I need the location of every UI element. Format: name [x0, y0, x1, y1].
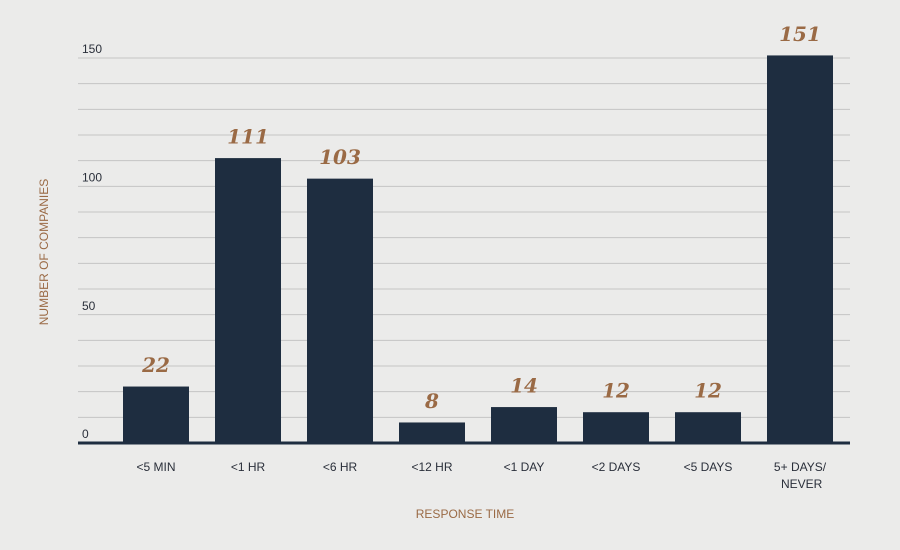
- value-label: 111: [227, 125, 269, 149]
- bar: [307, 178, 373, 443]
- x-tick-label: <1 HR: [231, 460, 266, 474]
- value-label: 8: [424, 389, 439, 413]
- bar: [123, 386, 189, 443]
- x-tick-label: <5 DAYS: [684, 460, 733, 474]
- x-tick-label: <6 HR: [323, 460, 358, 474]
- value-label: 12: [602, 379, 630, 403]
- y-tick-label: 0: [82, 427, 89, 441]
- x-tick-label: <12 HR: [411, 460, 452, 474]
- y-tick-label: 100: [82, 171, 102, 185]
- bar: [767, 55, 833, 443]
- x-tick-label: <5 MIN: [136, 460, 175, 474]
- x-axis-title: RESPONSE TIME: [416, 507, 514, 521]
- y-axis-title: NUMBER OF COMPANIES: [37, 179, 51, 325]
- value-label: 12: [694, 379, 722, 403]
- x-tick-label: <2 DAYS: [592, 460, 641, 474]
- value-label: 151: [779, 22, 821, 46]
- x-tick-label: <1 DAY: [504, 460, 545, 474]
- bar: [675, 412, 741, 443]
- bar: [399, 422, 465, 443]
- y-tick-label: 50: [82, 299, 96, 313]
- value-label: 22: [141, 353, 170, 377]
- bar: [215, 158, 281, 443]
- value-label: 103: [319, 145, 361, 169]
- x-tick-label: 5+ DAYS/ NEVER: [774, 460, 827, 491]
- y-tick-label: 150: [82, 42, 102, 56]
- bar: [583, 412, 649, 443]
- bar: [491, 407, 557, 443]
- value-label: 14: [510, 374, 538, 398]
